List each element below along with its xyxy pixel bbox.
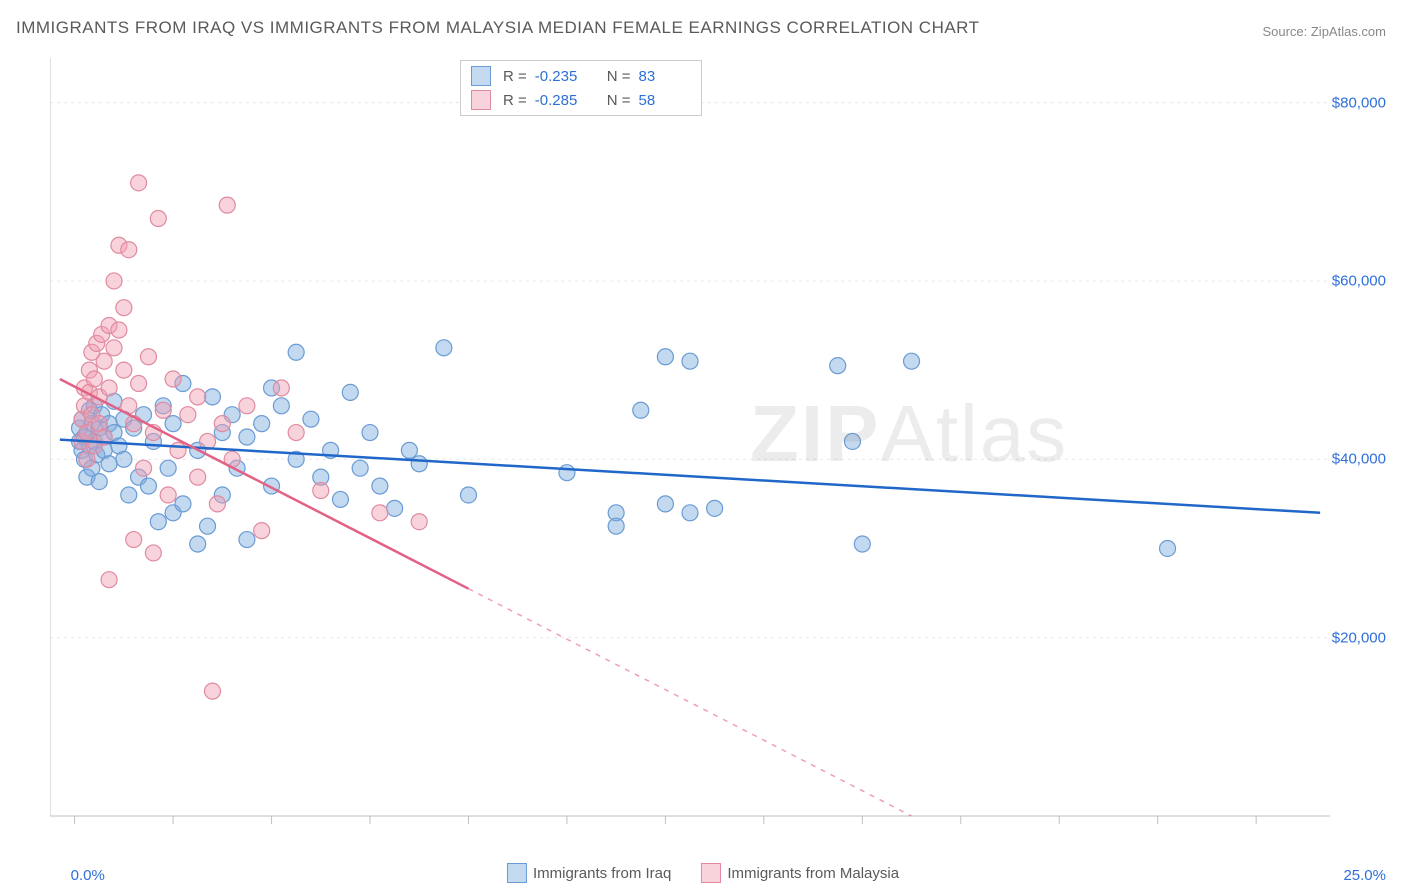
legend-swatch (471, 66, 491, 86)
correlation-legend-row: R = -0.285 N = 58 (461, 88, 701, 112)
correlation-legend: R = -0.235 N = 83 R = -0.285 N = 58 (460, 60, 702, 116)
y-tick-label: $80,000 (1332, 94, 1386, 111)
r-label: R = (503, 92, 527, 109)
chart-title: IMMIGRANTS FROM IRAQ VS IMMIGRANTS FROM … (16, 18, 980, 38)
legend-swatch (471, 90, 491, 110)
r-value: -0.285 (535, 92, 587, 109)
legend-swatch (507, 863, 527, 883)
source-prefix: Source: (1262, 24, 1310, 39)
correlation-legend-row: R = -0.235 N = 83 (461, 64, 701, 88)
legend-swatch (701, 863, 721, 883)
y-tick-label: $20,000 (1332, 629, 1386, 646)
series-legend: Immigrants from Iraq Immigrants from Mala… (507, 864, 899, 884)
n-label: N = (607, 92, 631, 109)
x-axis-min-label: 0.0% (71, 867, 105, 884)
source-attribution: Source: ZipAtlas.com (1262, 24, 1386, 39)
chart-area: ZIPAtlas R =-0.235N =83R =-0.285N =58 (50, 58, 1390, 838)
source-link[interactable]: ZipAtlas.com (1311, 24, 1386, 39)
r-value: -0.235 (535, 68, 587, 85)
legend-label: Immigrants from Iraq (533, 865, 671, 882)
n-value: 83 (639, 68, 691, 85)
r-label: R = (503, 68, 527, 85)
y-tick-label: $60,000 (1332, 272, 1386, 289)
legend-item: Immigrants from Iraq (507, 864, 671, 884)
legend-label: Immigrants from Malaysia (727, 865, 899, 882)
n-label: N = (607, 68, 631, 85)
n-value: 58 (639, 92, 691, 109)
legend-item: Immigrants from Malaysia (701, 864, 899, 884)
x-axis-max-label: 25.0% (1343, 867, 1386, 884)
y-tick-label: $40,000 (1332, 451, 1386, 468)
scatter-chart (50, 58, 1390, 838)
